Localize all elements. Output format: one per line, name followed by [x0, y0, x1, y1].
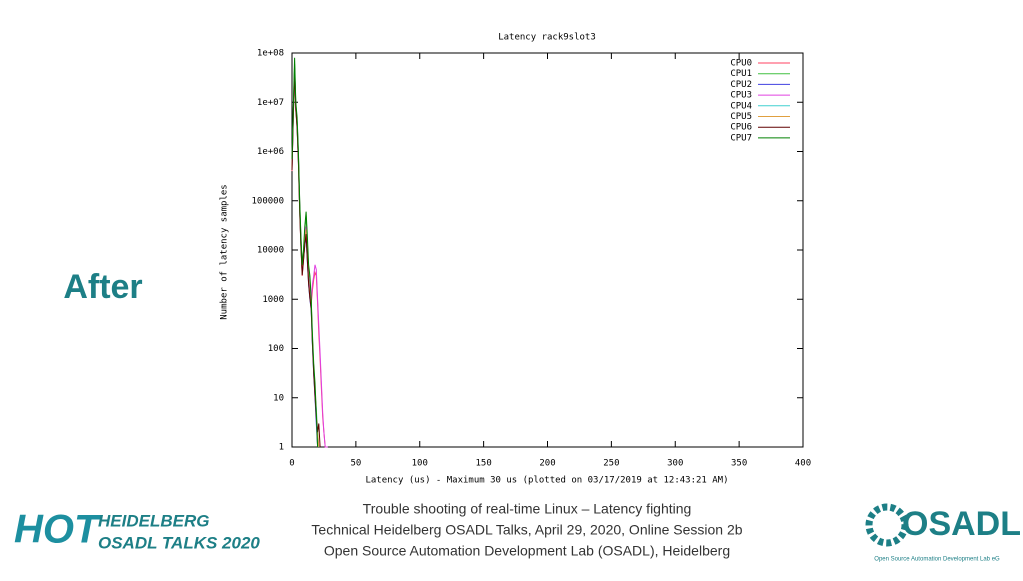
series-line [291, 63, 319, 448]
footer-line: Trouble shooting of real-time Linux – La… [363, 501, 692, 517]
legend-label: CPU3 [730, 91, 752, 101]
logo-caption: Open Source Automation Development Lab e… [874, 557, 1000, 563]
series-line [291, 67, 319, 448]
x-tick-label: 350 [731, 459, 747, 469]
y-tick-label: 10000 [257, 246, 284, 256]
footer-line: Open Source Automation Development Lab (… [324, 543, 730, 559]
x-tick-label: 300 [667, 459, 683, 469]
y-tick-label: 1000 [262, 295, 284, 305]
logo-mark: OSADL [902, 505, 1021, 543]
logo-text: OSADL TALKS 2020 [98, 533, 260, 552]
y-tick-label: 1 [279, 443, 284, 453]
x-tick-label: 250 [603, 459, 619, 469]
logo-mark: HOT [14, 508, 102, 552]
footer-line: Technical Heidelberg OSADL Talks, April … [311, 522, 742, 538]
x-tick-label: 150 [475, 459, 491, 469]
y-tick-label: 100000 [251, 196, 284, 206]
plot-frame [291, 52, 804, 448]
x-tick-label: 100 [412, 459, 428, 469]
legend-label: CPU6 [730, 123, 752, 133]
logo-text: HEIDELBERG [98, 511, 209, 530]
legend-label: CPU5 [730, 112, 752, 122]
chart-title: Latency rack9slot3 [498, 33, 596, 43]
heading: After [63, 268, 142, 306]
x-tick-label: 0 [289, 459, 294, 469]
legend-label: CPU2 [730, 80, 752, 90]
x-axis-label: Latency (us) - Maximum 30 us (plotted on… [365, 476, 728, 486]
y-tick-label: 1e+08 [257, 49, 284, 59]
logo-gear [865, 503, 909, 547]
y-axis-label: Number of latency samples [220, 184, 230, 319]
y-tick-label: 100 [268, 344, 284, 354]
y-tick-label: 1e+06 [257, 147, 284, 157]
legend-label: CPU4 [730, 101, 752, 111]
legend-label: CPU7 [730, 133, 752, 143]
legend-label: CPU0 [730, 59, 752, 69]
y-tick-label: 1e+07 [257, 98, 284, 108]
series-line [291, 57, 319, 448]
x-tick-label: 200 [539, 459, 555, 469]
y-tick-label: 10 [273, 393, 284, 403]
x-tick-label: 400 [795, 459, 811, 469]
x-tick-label: 50 [350, 459, 361, 469]
series-line [291, 71, 321, 448]
legend-label: CPU1 [730, 69, 752, 79]
